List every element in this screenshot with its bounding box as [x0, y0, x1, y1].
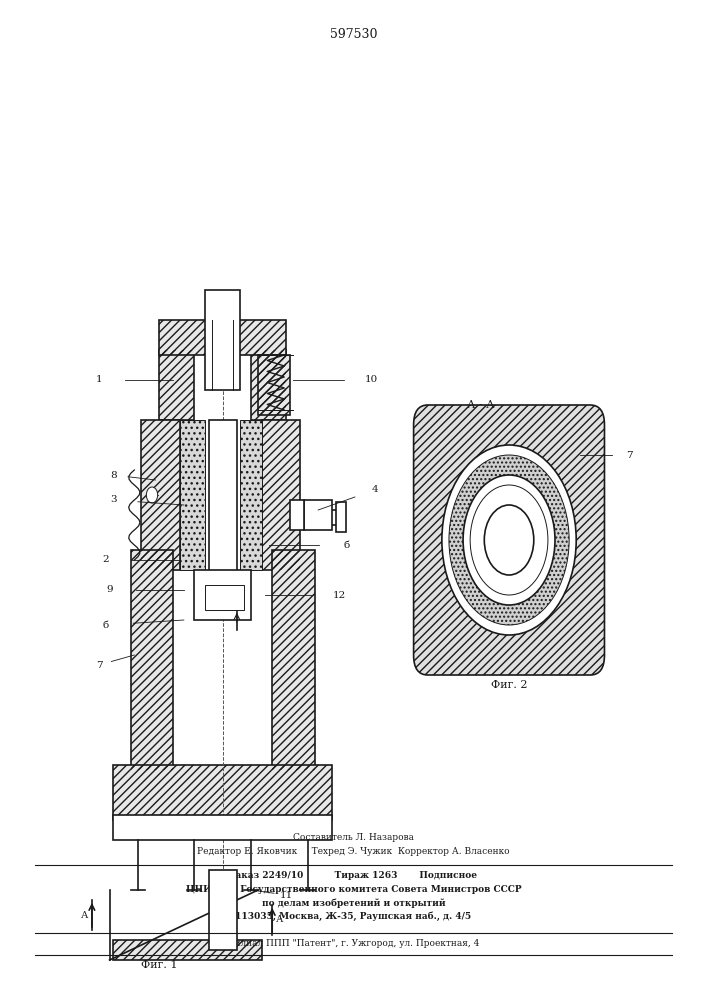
- Text: Составитель Л. Назарова: Составитель Л. Назарова: [293, 832, 414, 842]
- Bar: [159, 350, 194, 420]
- Text: А - А: А - А: [467, 400, 494, 410]
- Bar: [205, 585, 244, 610]
- Text: 597530: 597530: [329, 28, 378, 41]
- Text: А: А: [276, 916, 283, 924]
- Bar: [272, 550, 315, 770]
- Circle shape: [442, 445, 576, 635]
- Bar: [159, 350, 194, 420]
- Text: по делам изобретений и открытий: по делам изобретений и открытий: [262, 898, 445, 908]
- Text: ЦНИИПИ Государственного комитета Совета Министров СССР: ЦНИИПИ Государственного комитета Совета …: [186, 886, 521, 894]
- Bar: [258, 355, 290, 415]
- Text: 7: 7: [626, 450, 633, 460]
- Bar: [262, 420, 300, 570]
- Bar: [251, 350, 286, 420]
- Bar: [141, 420, 180, 570]
- Bar: [180, 420, 205, 570]
- Text: Филиал ППП "Патент", г. Ужгород, ул. Проектная, 4: Филиал ППП "Патент", г. Ужгород, ул. Про…: [228, 938, 479, 948]
- Bar: [209, 420, 237, 580]
- Bar: [113, 940, 262, 960]
- Text: б: б: [103, 620, 109, 630]
- Text: Редактор Е. Яковчик     Техред Э. Чужик  Корректор А. Власенко: Редактор Е. Яковчик Техред Э. Чужик Корр…: [197, 846, 510, 855]
- Bar: [336, 502, 346, 532]
- Bar: [113, 940, 262, 960]
- Text: 11: 11: [280, 890, 293, 900]
- Text: Заказ 2249/10          Тираж 1263       Подписное: Заказ 2249/10 Тираж 1263 Подписное: [230, 870, 477, 880]
- Text: 3: 3: [110, 495, 117, 504]
- Text: 7: 7: [95, 660, 103, 670]
- Bar: [194, 570, 251, 620]
- Bar: [131, 550, 173, 770]
- Circle shape: [449, 455, 569, 625]
- FancyBboxPatch shape: [414, 405, 604, 675]
- Circle shape: [463, 475, 555, 605]
- Bar: [304, 500, 332, 530]
- Bar: [159, 320, 286, 355]
- Text: 4: 4: [371, 486, 378, 494]
- Bar: [251, 350, 286, 420]
- Bar: [240, 420, 262, 570]
- Bar: [262, 420, 300, 570]
- Bar: [209, 870, 237, 950]
- Text: 8: 8: [110, 471, 117, 480]
- Bar: [141, 420, 180, 570]
- Bar: [272, 550, 315, 770]
- Bar: [113, 765, 332, 820]
- Bar: [131, 550, 173, 770]
- Text: Фиг. 1: Фиг. 1: [141, 960, 177, 970]
- Text: 9: 9: [106, 585, 113, 594]
- Text: 1: 1: [95, 375, 103, 384]
- Circle shape: [484, 505, 534, 575]
- Text: 12: 12: [333, 590, 346, 599]
- Text: 10: 10: [365, 375, 378, 384]
- Bar: [159, 320, 286, 355]
- Text: А: А: [81, 910, 88, 920]
- Bar: [205, 290, 240, 390]
- Bar: [113, 765, 332, 820]
- Text: Фиг. 2: Фиг. 2: [491, 680, 527, 690]
- Bar: [113, 815, 332, 840]
- Text: б: б: [344, 540, 349, 550]
- Circle shape: [146, 487, 158, 503]
- Circle shape: [470, 485, 548, 595]
- Bar: [258, 355, 290, 415]
- Text: 113035, Москва, Ж-35, Раушская наб., д. 4/5: 113035, Москва, Ж-35, Раушская наб., д. …: [235, 911, 472, 921]
- Text: 2: 2: [103, 556, 110, 564]
- Bar: [290, 500, 304, 530]
